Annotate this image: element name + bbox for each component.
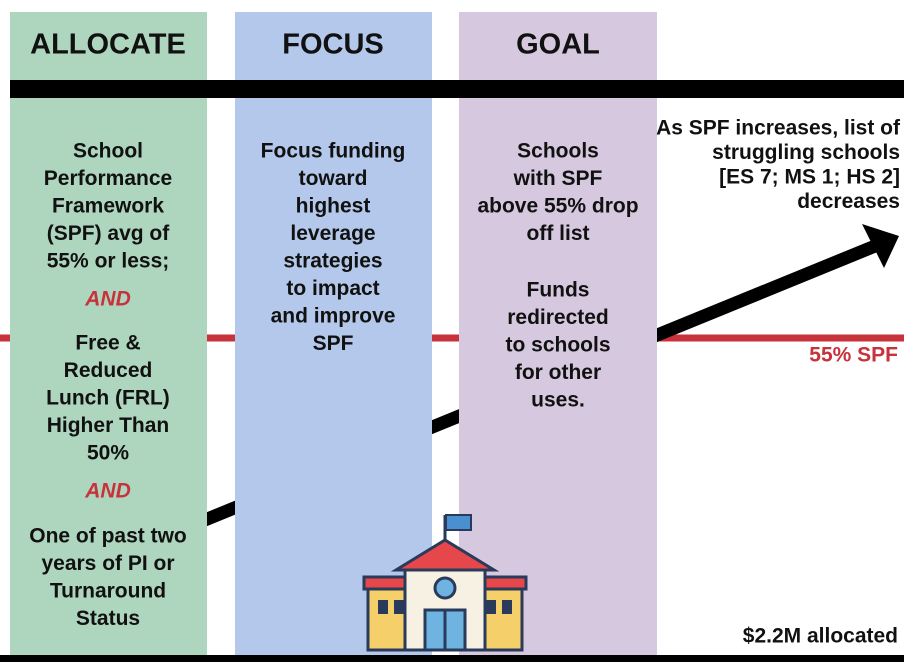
text-line: above 55% drop (477, 195, 638, 218)
criteria-line: 50% (87, 442, 129, 465)
text-line: to impact (286, 277, 379, 300)
allocate-column (10, 12, 207, 662)
text-line: to schools (505, 334, 610, 357)
allocation-label: $2.2M allocated (743, 625, 898, 648)
text-line: with SPF (513, 167, 603, 190)
column-title: GOAL (516, 29, 600, 61)
criteria-line: Free & (75, 332, 140, 355)
column-title: FOCUS (282, 29, 384, 61)
text-line: Focus funding (261, 140, 406, 163)
criteria-line: years of PI or (41, 552, 174, 575)
criteria-line: Status (76, 607, 140, 630)
outcome-line: decreases (797, 190, 900, 213)
text-line: toward (299, 167, 368, 190)
criteria-line: 55% or less; (47, 250, 170, 273)
text-line: SPF (313, 332, 354, 355)
text-line: highest (296, 195, 371, 218)
criteria-line: One of past two (29, 525, 187, 548)
criteria-line: Performance (44, 167, 172, 190)
threshold-label: 55% SPF (809, 344, 898, 367)
bottom-bar (0, 655, 904, 662)
text-line: strategies (283, 250, 382, 273)
connector: AND (84, 288, 131, 311)
text-line: off list (527, 222, 590, 245)
text-line: uses. (531, 389, 585, 412)
text-line: Schools (517, 140, 599, 163)
text-line: leverage (290, 222, 375, 245)
criteria-line: Higher Than (47, 414, 170, 437)
outcome-line: As SPF increases, list of (656, 117, 901, 140)
arrow-head (862, 224, 899, 268)
criteria-line: School (73, 140, 143, 163)
outcome-line: [ES 7; MS 1; HS 2] (719, 166, 900, 189)
header-bar (10, 80, 904, 98)
connector: AND (84, 480, 131, 503)
criteria-line: Turnaround (50, 580, 166, 603)
text-line: for other (515, 361, 601, 384)
criteria-line: Reduced (64, 359, 153, 382)
criteria-line: (SPF) avg of (47, 222, 171, 245)
text-line: redirected (507, 306, 609, 329)
criteria-line: Lunch (FRL) (46, 387, 170, 410)
criteria-line: Framework (52, 195, 164, 218)
school-icon (362, 514, 528, 652)
text-line: Funds (527, 279, 590, 302)
goal-column (459, 12, 657, 662)
column-title: ALLOCATE (30, 29, 186, 61)
outcome-line: struggling schools (712, 141, 900, 164)
text-line: and improve (271, 305, 396, 328)
focus-column (235, 12, 432, 662)
